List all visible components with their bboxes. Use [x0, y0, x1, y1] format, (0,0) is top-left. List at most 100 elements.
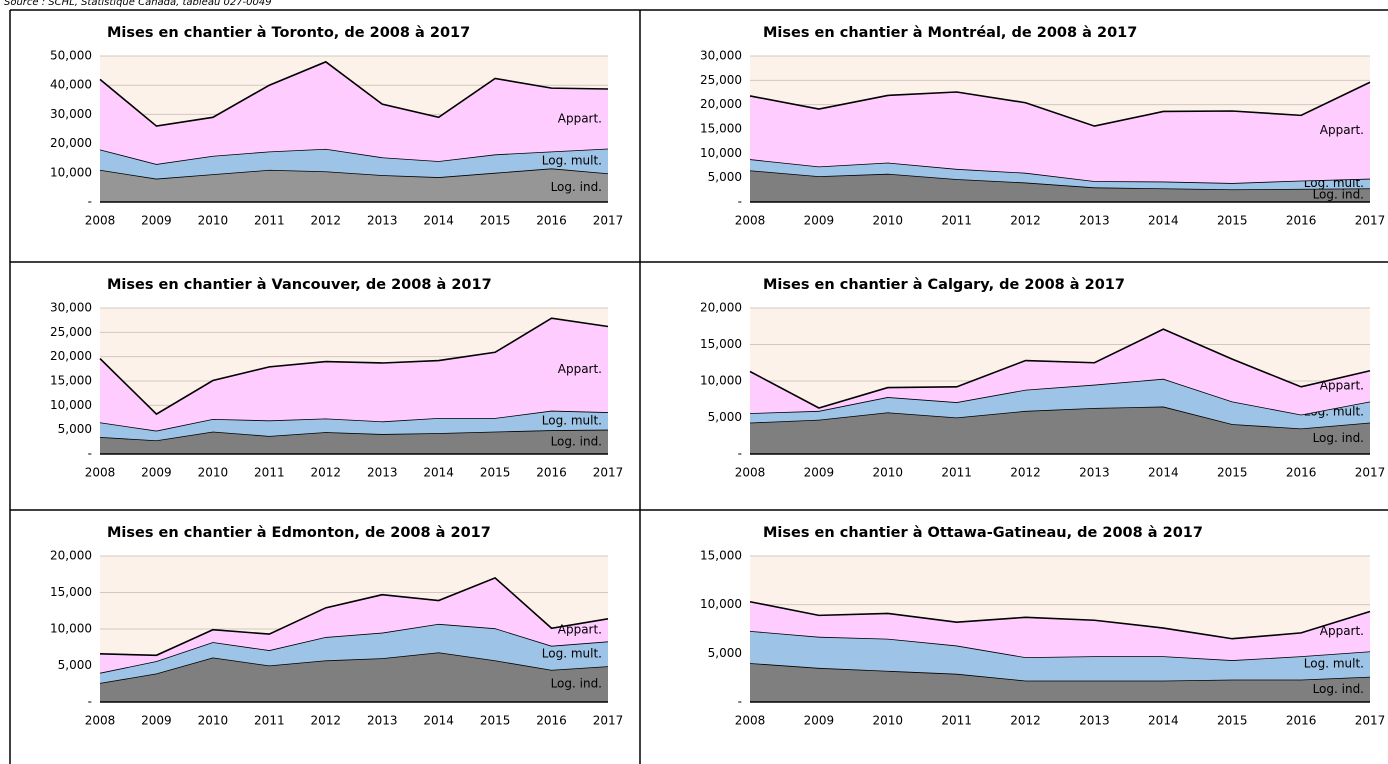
y-tick-label: -: [88, 695, 92, 709]
series-label: Appart.: [558, 623, 602, 637]
y-tick-label: 10,000: [50, 165, 92, 179]
y-tick-label: 10,000: [50, 398, 92, 412]
x-tick-label: 2012: [311, 466, 342, 480]
x-tick-label: 2015: [1217, 214, 1248, 228]
chart-title: Mises en chantier à Toronto, de 2008 à 2…: [107, 25, 470, 41]
x-tick-label: 2011: [254, 466, 285, 480]
area: [750, 82, 1370, 184]
x-tick-label: 2012: [1010, 714, 1041, 728]
area: [100, 148, 608, 179]
area-outline: [99, 60, 609, 127]
area-outline: [99, 576, 609, 657]
series-label: Log. mult.: [542, 413, 602, 427]
x-tick-label: 2014: [1148, 714, 1179, 728]
y-tick-label: -: [88, 195, 92, 209]
y-tick-label: 20,000: [50, 136, 92, 150]
x-tick-label: 2012: [1010, 466, 1041, 480]
x-tick-label: 2016: [536, 714, 567, 728]
y-tick-label: 30,000: [700, 49, 742, 63]
area-outline: [99, 317, 609, 416]
x-tick-label: 2011: [941, 466, 972, 480]
area: [750, 170, 1370, 202]
y-tick-label: 15,000: [700, 337, 742, 351]
panel-borders: [9, 9, 1388, 764]
y-tick-label: 15,000: [50, 585, 92, 599]
area: [750, 378, 1370, 429]
series-label: Log. ind.: [1313, 431, 1364, 445]
x-tick-label: 2009: [141, 214, 172, 228]
x-tick-label: 2010: [198, 714, 229, 728]
y-tick-label: 40,000: [50, 78, 92, 92]
x-tick-label: 2009: [804, 214, 835, 228]
y-tick-label: 25,000: [700, 73, 742, 87]
x-tick-label: 2012: [311, 214, 342, 228]
series-label: Appart.: [558, 362, 602, 376]
x-tick-label: 2017: [1355, 714, 1386, 728]
chart-title: Mises en chantier à Edmonton, de 2008 à …: [107, 525, 491, 541]
series-label: Log. mult.: [542, 646, 602, 660]
y-tick-label: 20,000: [50, 549, 92, 563]
x-tick-label: 2014: [423, 714, 454, 728]
series-label: Log. ind.: [1313, 682, 1364, 696]
x-tick-label: 2016: [1286, 466, 1317, 480]
x-tick-label: 2017: [1355, 466, 1386, 480]
x-tick-label: 2008: [735, 214, 766, 228]
y-tick-label: 10,000: [700, 146, 742, 160]
series-label: Appart.: [1320, 123, 1364, 137]
x-tick-label: 2014: [1148, 214, 1179, 228]
x-tick-label: 2015: [480, 714, 511, 728]
series-label: Log. ind.: [1313, 188, 1364, 202]
series-label: Appart.: [1320, 379, 1364, 393]
x-tick-label: 2015: [480, 214, 511, 228]
y-tick-label: 20,000: [700, 97, 742, 111]
series-label: Log. ind.: [551, 180, 602, 194]
series-label: Appart.: [558, 111, 602, 125]
y-tick-label: 5,000: [708, 646, 742, 660]
area: [100, 623, 608, 684]
y-tick-label: 5,000: [58, 658, 92, 672]
x-tick-label: 2010: [198, 466, 229, 480]
area-outline: [749, 81, 1371, 127]
area: [750, 159, 1370, 190]
x-tick-label: 2013: [1079, 214, 1110, 228]
x-tick-label: 2009: [804, 714, 835, 728]
series-label: Log. mult.: [1304, 657, 1364, 671]
chart-title: Mises en chantier à Ottawa-Gatineau, de …: [763, 525, 1203, 541]
x-tick-label: 2008: [735, 714, 766, 728]
y-tick-label: 10,000: [700, 374, 742, 388]
series-label: Log. mult.: [542, 153, 602, 167]
area: [750, 663, 1370, 702]
area: [100, 61, 608, 165]
y-tick-label: -: [738, 695, 742, 709]
area: [750, 630, 1370, 681]
y-tick-label: 15,000: [50, 374, 92, 388]
x-tick-label: 2012: [1010, 214, 1041, 228]
area: [100, 168, 608, 202]
x-tick-label: 2015: [1217, 466, 1248, 480]
x-tick-label: 2017: [593, 714, 624, 728]
x-tick-label: 2008: [85, 466, 116, 480]
y-tick-label: 5,000: [708, 170, 742, 184]
x-tick-label: 2008: [85, 714, 116, 728]
x-tick-label: 2016: [1286, 214, 1317, 228]
x-tick-label: 2013: [367, 714, 398, 728]
x-tick-label: 2016: [536, 466, 567, 480]
x-tick-label: 2014: [423, 466, 454, 480]
x-tick-label: 2010: [873, 214, 904, 228]
x-tick-label: 2015: [1217, 714, 1248, 728]
series-label: Log. ind.: [551, 434, 602, 448]
area-outline: [749, 328, 1371, 409]
x-tick-label: 2013: [367, 214, 398, 228]
x-tick-label: 2008: [85, 214, 116, 228]
x-tick-label: 2010: [873, 466, 904, 480]
x-tick-label: 2009: [804, 466, 835, 480]
x-tick-label: 2012: [311, 714, 342, 728]
area: [750, 329, 1370, 415]
x-tick-label: 2017: [593, 214, 624, 228]
x-tick-label: 2015: [480, 466, 511, 480]
area: [100, 652, 608, 702]
area-outline: [749, 600, 1371, 640]
x-tick-label: 2014: [423, 214, 454, 228]
area: [100, 318, 608, 431]
